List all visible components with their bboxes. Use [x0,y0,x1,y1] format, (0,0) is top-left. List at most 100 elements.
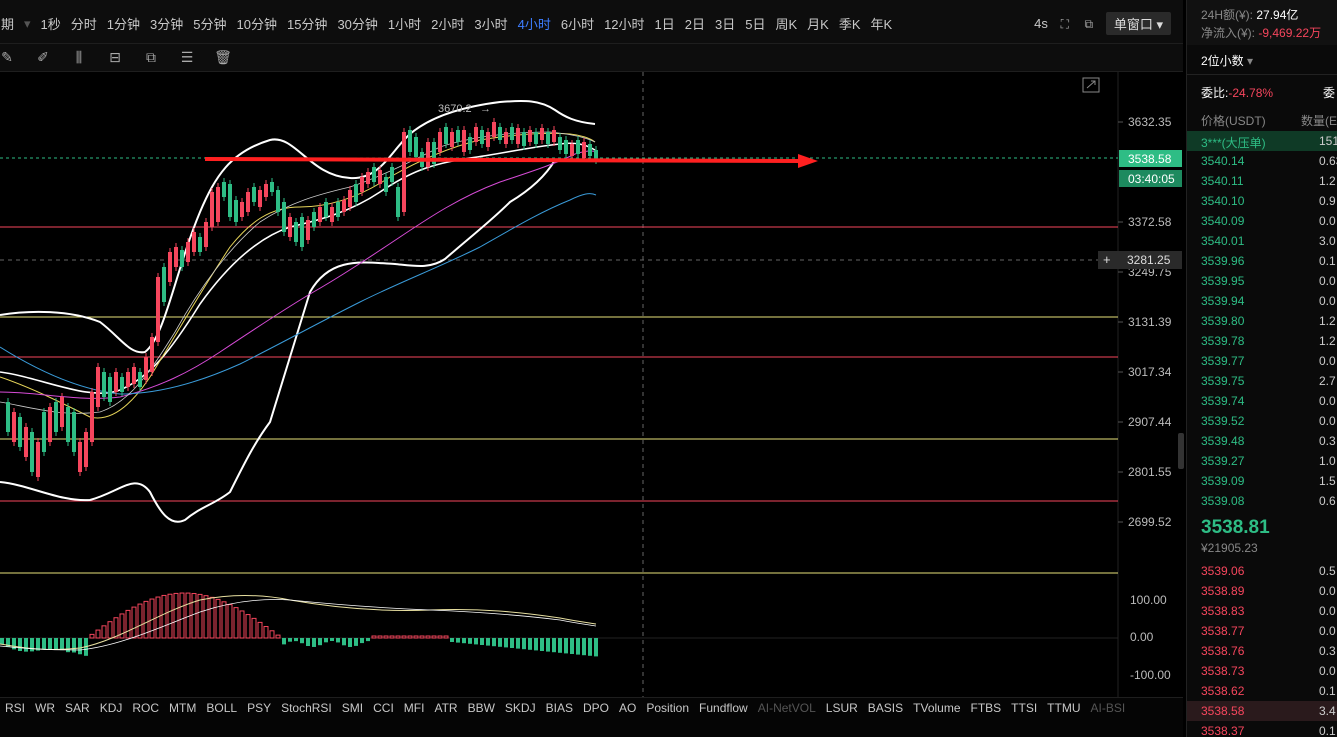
indicator-tab[interactable]: SMI [341,700,364,715]
indicator-tab[interactable]: Fundflow [699,700,748,715]
indicator-tab[interactable]: CCI [373,700,394,715]
brush-icon[interactable]: ✐ [37,49,49,65]
macd-bar [431,635,437,639]
ask-row[interactable]: 3539.52 0.0 [1187,411,1337,431]
indicator-tab[interactable]: Position [646,700,690,715]
indicator-tab[interactable]: KDJ [99,700,123,715]
interval-item[interactable]: 3日 [715,17,736,32]
indicator-tab[interactable]: PSY [247,700,272,715]
indicator-tab[interactable]: AO [618,700,637,715]
ask-row[interactable]: 3539.75 2.7 [1187,371,1337,391]
indicator-tab[interactable]: TTMU [1047,700,1081,715]
ask-row[interactable]: 3539.27 1.0 [1187,451,1337,471]
ask-row[interactable]: 3539.74 0.0 [1187,391,1337,411]
window-mode-dropdown[interactable]: 单窗口 ▾ [1105,12,1171,35]
kline-chart[interactable]: 3670.2 → 3632.353372.583249.753131.39301… [0,72,1183,698]
interval-item[interactable]: 12小时 [604,17,645,32]
ask-qty: 1.0 [1319,454,1336,468]
interval-item[interactable]: 周K [775,17,798,32]
decimals-dropdown[interactable]: 2位小数 ▾ [1201,52,1253,69]
indicator-tab[interactable]: SAR [65,700,90,715]
indicator-tab[interactable]: AI-BSI [1090,700,1126,715]
bid-row[interactable]: 3538.76 0.3 [1187,641,1337,661]
indicator-tab[interactable]: ATR [434,700,458,715]
ask-row[interactable]: 3539.48 0.3 [1187,431,1337,451]
candle-body [132,367,136,384]
interval-item[interactable]: 5日 [745,17,766,32]
indicator-tab[interactable]: AI-NetVOL [757,700,816,715]
bid-row[interactable]: 3538.73 0.0 [1187,661,1337,681]
candle-body [486,132,490,147]
interval-item[interactable]: 2小时 [431,17,465,32]
bid-row[interactable]: 3538.58 3.4 [1187,701,1337,721]
indicator-tab[interactable]: BASIS [867,700,904,715]
interval-item[interactable]: 1分钟 [106,17,141,32]
interval-item[interactable]: 3小时 [474,17,508,32]
bid-row[interactable]: 3538.83 0.0 [1187,601,1337,621]
edit-icon[interactable]: ☰ [180,49,194,65]
indicator-tab[interactable]: TVolume [913,700,961,715]
trash-icon[interactable]: 🗑 [214,49,232,65]
interval-item[interactable]: 年K [870,17,893,32]
ask-row[interactable]: 3540.11 1.2 [1187,171,1337,191]
macd-bar [131,606,137,639]
indicator-tab[interactable]: BBW [467,700,495,715]
interval-item[interactable]: 分时 [70,17,97,32]
interval-item[interactable]: 10分钟 [236,17,277,32]
ask-row[interactable]: 3539.09 1.5 [1187,471,1337,491]
popout-icon[interactable]: ⧉ [1084,16,1094,31]
ask-row[interactable]: 3539.77 0.0 [1187,351,1337,371]
ask-row[interactable]: 3539.80 1.2 [1187,311,1337,331]
ask-row[interactable]: 3539.95 0.0 [1187,271,1337,291]
indicator-tab[interactable]: SKDJ [504,700,536,715]
ask-row[interactable]: 3540.01 3.0 [1187,231,1337,251]
interval-item[interactable]: 6小时 [560,17,595,32]
ask-row[interactable]: 3540.09 0.0 [1187,211,1337,231]
indicator-icon[interactable]: ⫼ [75,49,83,65]
ask-row[interactable]: 3539.78 1.2 [1187,331,1337,351]
indicator-tab[interactable]: TTSI [1011,700,1038,715]
indicator-tab[interactable]: MTM [169,700,197,715]
ask-row[interactable]: 3539.94 0.0 [1187,291,1337,311]
chart-area[interactable]: 3670.2 → 3632.35 3372.58 3249.75 3131.39 301… [0,72,1183,698]
interval-item[interactable]: 1秒 [40,17,61,32]
ask-row[interactable]: 3539.08 0.6 [1187,491,1337,511]
ask-row[interactable]: 3540.10 0.9 [1187,191,1337,211]
indicator-tab[interactable]: BOLL [206,700,238,715]
interval-item[interactable]: 15分钟 [286,17,328,32]
fullscreen-icon[interactable]: ⛶ [1060,16,1070,31]
bid-row[interactable]: 3538.37 0.1 [1187,721,1337,737]
indicator-tab[interactable]: WR [35,700,56,715]
collapse-handle[interactable] [1178,433,1184,469]
interval-item[interactable]: 月K [807,17,829,32]
bid-row[interactable]: 3538.77 0.0 [1187,621,1337,641]
ask-row[interactable]: 3539.96 0.1 [1187,251,1337,271]
copy-icon[interactable]: ⧉ [146,49,156,65]
interval-item[interactable]: 3分钟 [150,17,184,32]
indicator-tab[interactable]: BIAS [545,700,573,715]
interval-item[interactable]: 5分钟 [193,17,227,32]
indicator-tab[interactable]: ROC [132,700,160,715]
interval-item[interactable]: 2日 [684,17,706,32]
lock-icon[interactable]: ⊟ [109,49,121,65]
ask-row[interactable]: 3540.14 0.63 [1187,151,1337,171]
interval-item[interactable]: 30分钟 [337,17,378,32]
interval-item[interactable]: 1小时 [387,17,422,32]
indicator-tab[interactable]: MFI [403,700,425,715]
pencil-icon[interactable]: ✎ [1,49,13,65]
refresh-interval[interactable]: 4s [1034,16,1048,31]
interval-item[interactable]: 4小时 [517,17,551,32]
indicator-tab[interactable]: FTBS [970,700,1002,715]
bid-row[interactable]: 3539.06 0.5 [1187,561,1337,581]
candle-body [288,217,292,237]
indicator-tab[interactable]: LSUR [825,700,858,715]
interval-item[interactable]: 1日 [654,17,675,32]
interval-item[interactable]: 季K [838,17,861,32]
indicator-tab[interactable]: StochRSI [281,700,332,715]
bid-row[interactable]: 3538.89 0.0 [1187,581,1337,601]
indicator-tab[interactable]: RSI [5,700,26,715]
indicator-tab[interactable]: DPO [582,700,609,715]
big-order-row[interactable]: 3***(大压单) 151 [1187,131,1337,151]
bid-row[interactable]: 3538.62 0.1 [1187,681,1337,701]
interval-chevron-icon[interactable]: ▾ [24,15,31,31]
